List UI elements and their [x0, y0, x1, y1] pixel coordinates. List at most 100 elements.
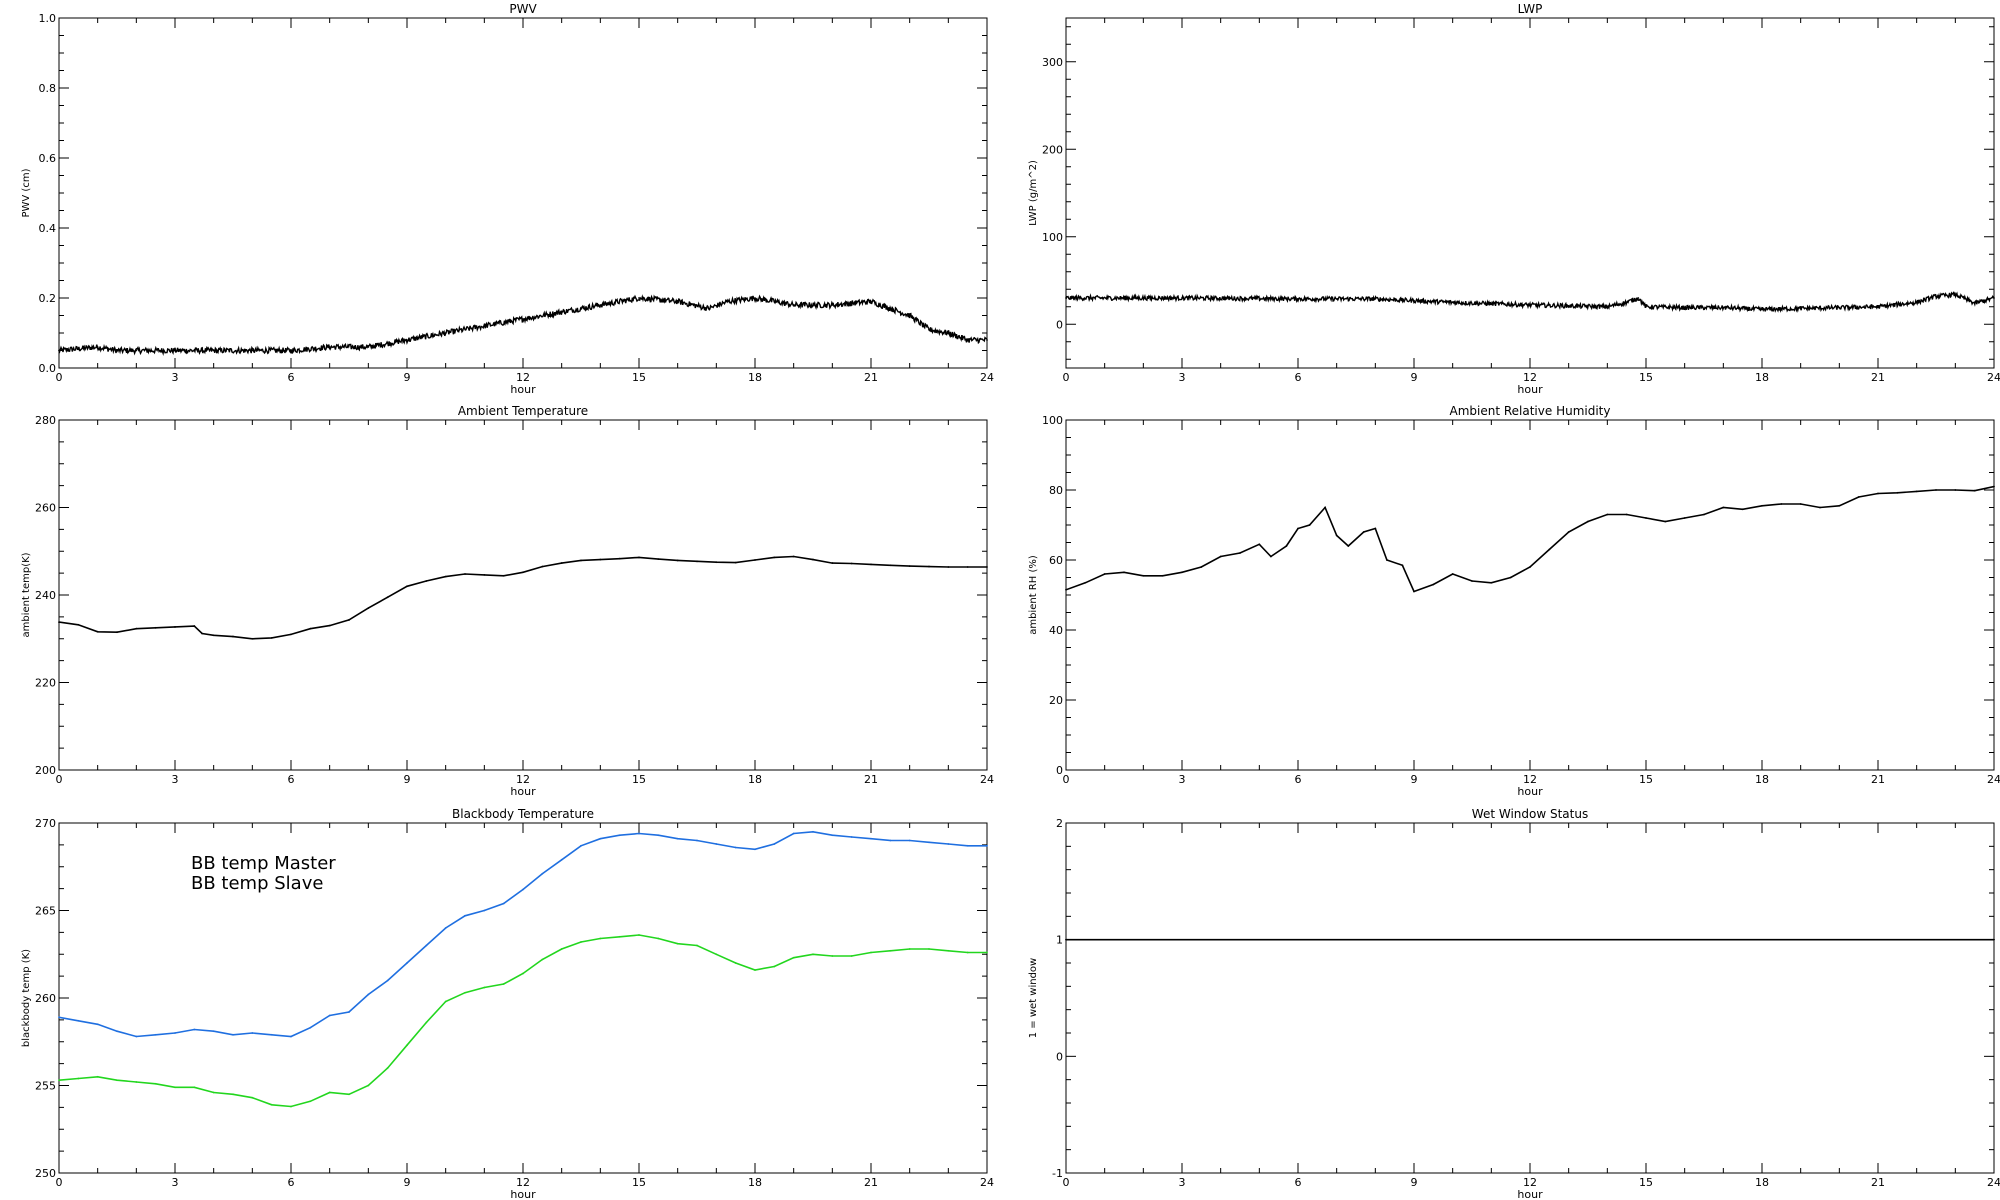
- chart-title: Wet Window Status: [1472, 807, 1588, 821]
- data-point: [77, 1077, 80, 1080]
- data-point: [715, 561, 718, 564]
- data-point: [1529, 566, 1531, 568]
- data-point: [1799, 307, 1802, 310]
- data-point: [928, 328, 930, 331]
- x-axis-label: hour: [510, 383, 536, 396]
- plot-frame: [58, 17, 988, 369]
- data-point: [1877, 492, 1879, 495]
- data-point: [1529, 304, 1531, 306]
- data-point: [966, 566, 969, 568]
- data-point: [502, 574, 505, 577]
- y-tick-label: 265: [35, 905, 56, 918]
- data-point: [1103, 573, 1106, 575]
- y-tick-label: 260: [35, 992, 56, 1005]
- data-point: [386, 596, 389, 599]
- data-point: [58, 1079, 60, 1082]
- data-point: [1142, 574, 1145, 577]
- data-point: [1270, 555, 1272, 558]
- data-point: [1362, 531, 1365, 533]
- x-tick-label: 18: [1755, 371, 1769, 384]
- data-point: [1567, 531, 1570, 533]
- data-point: [638, 832, 640, 835]
- x-tick-label: 9: [1411, 1176, 1418, 1189]
- data-point: [908, 565, 911, 568]
- data-point: [1935, 489, 1937, 491]
- data-point: [444, 575, 447, 578]
- data-point: [889, 839, 892, 842]
- y-tick-label: 0.4: [39, 222, 57, 235]
- data-point: [870, 300, 872, 303]
- y-tick-label: 1.0: [39, 12, 57, 25]
- y-tick-label: 200: [35, 764, 56, 777]
- data-point: [232, 635, 234, 638]
- data-point: [212, 1030, 215, 1033]
- data-point: [1993, 485, 1995, 488]
- x-tick-label: 0: [56, 371, 63, 384]
- data-point: [1606, 513, 1609, 516]
- data-point: [154, 626, 157, 629]
- data-point: [1451, 301, 1454, 304]
- data-point: [483, 909, 486, 912]
- x-tick-label: 18: [748, 371, 762, 384]
- x-tick-label: 3: [1179, 773, 1186, 786]
- data-point: [1471, 580, 1473, 582]
- data-point: [1857, 496, 1860, 498]
- data-point: [1587, 520, 1589, 523]
- chart-panel: Ambient Temperature 0 3 6 9 12 15 18 21 24 hour 200…: [21, 404, 994, 798]
- data-point: [1308, 524, 1311, 526]
- data-point: [116, 349, 118, 352]
- data-point: [889, 307, 892, 310]
- data-point: [502, 983, 505, 985]
- x-tick-label: 15: [1639, 371, 1653, 384]
- y-tick-label: 0: [1056, 1050, 1063, 1063]
- y-tick-label: 300: [1042, 56, 1063, 69]
- data-point: [870, 951, 872, 954]
- data-point: [657, 834, 660, 837]
- data-point: [560, 562, 563, 564]
- data-point: [1258, 543, 1261, 546]
- x-tick-label: 3: [1179, 371, 1186, 384]
- data-point: [1123, 571, 1125, 574]
- data-point: [1819, 506, 1821, 509]
- data-point: [77, 1019, 80, 1022]
- data-point: [1954, 489, 1957, 491]
- y-tick-label: 270: [35, 817, 56, 830]
- data-point: [1065, 588, 1067, 591]
- plot-frame: [1065, 17, 1995, 369]
- chart-panel: Blackbody Temperature 0 3 6 9 12 15 18 21 24 hour 2…: [21, 807, 994, 1200]
- x-tick-label: 0: [56, 773, 63, 786]
- data-point: [212, 1091, 215, 1094]
- data-point: [270, 1103, 273, 1106]
- y-tick-label: 220: [35, 677, 56, 690]
- y-tick-label: 240: [35, 589, 56, 602]
- x-tick-label: 18: [1755, 773, 1769, 786]
- y-tick-label: 0: [1056, 764, 1063, 777]
- data-point: [309, 1026, 312, 1029]
- data-point: [444, 1000, 447, 1003]
- data-point: [367, 993, 370, 996]
- data-point: [1567, 304, 1570, 307]
- x-tick-label: 6: [1295, 773, 1302, 786]
- x-tick-label: 9: [1411, 371, 1418, 384]
- data-point: [116, 631, 118, 634]
- data-point: [676, 559, 679, 562]
- data-point: [1741, 508, 1744, 511]
- data-point: [727, 300, 729, 303]
- data-point: [116, 1079, 118, 1082]
- data-point: [77, 623, 80, 626]
- data-point: [618, 834, 621, 837]
- data-point: [58, 1016, 60, 1019]
- x-tick-label: 21: [1871, 773, 1885, 786]
- x-tick-label: 9: [404, 1176, 411, 1189]
- chart-panel: Ambient Relative Humidity 0 3 6 9 12 15 18 21 24 h…: [1028, 404, 2000, 798]
- y-tick-label: 255: [35, 1080, 56, 1093]
- x-tick-label: 3: [1179, 1176, 1186, 1189]
- data-point: [1683, 517, 1686, 519]
- data-point: [1993, 938, 1995, 941]
- data-point: [232, 1093, 234, 1096]
- y-axis-label: ambient temp(K): [21, 552, 32, 637]
- data-point: [96, 1075, 99, 1078]
- data-point: [1722, 506, 1725, 509]
- x-tick-label: 15: [632, 371, 646, 384]
